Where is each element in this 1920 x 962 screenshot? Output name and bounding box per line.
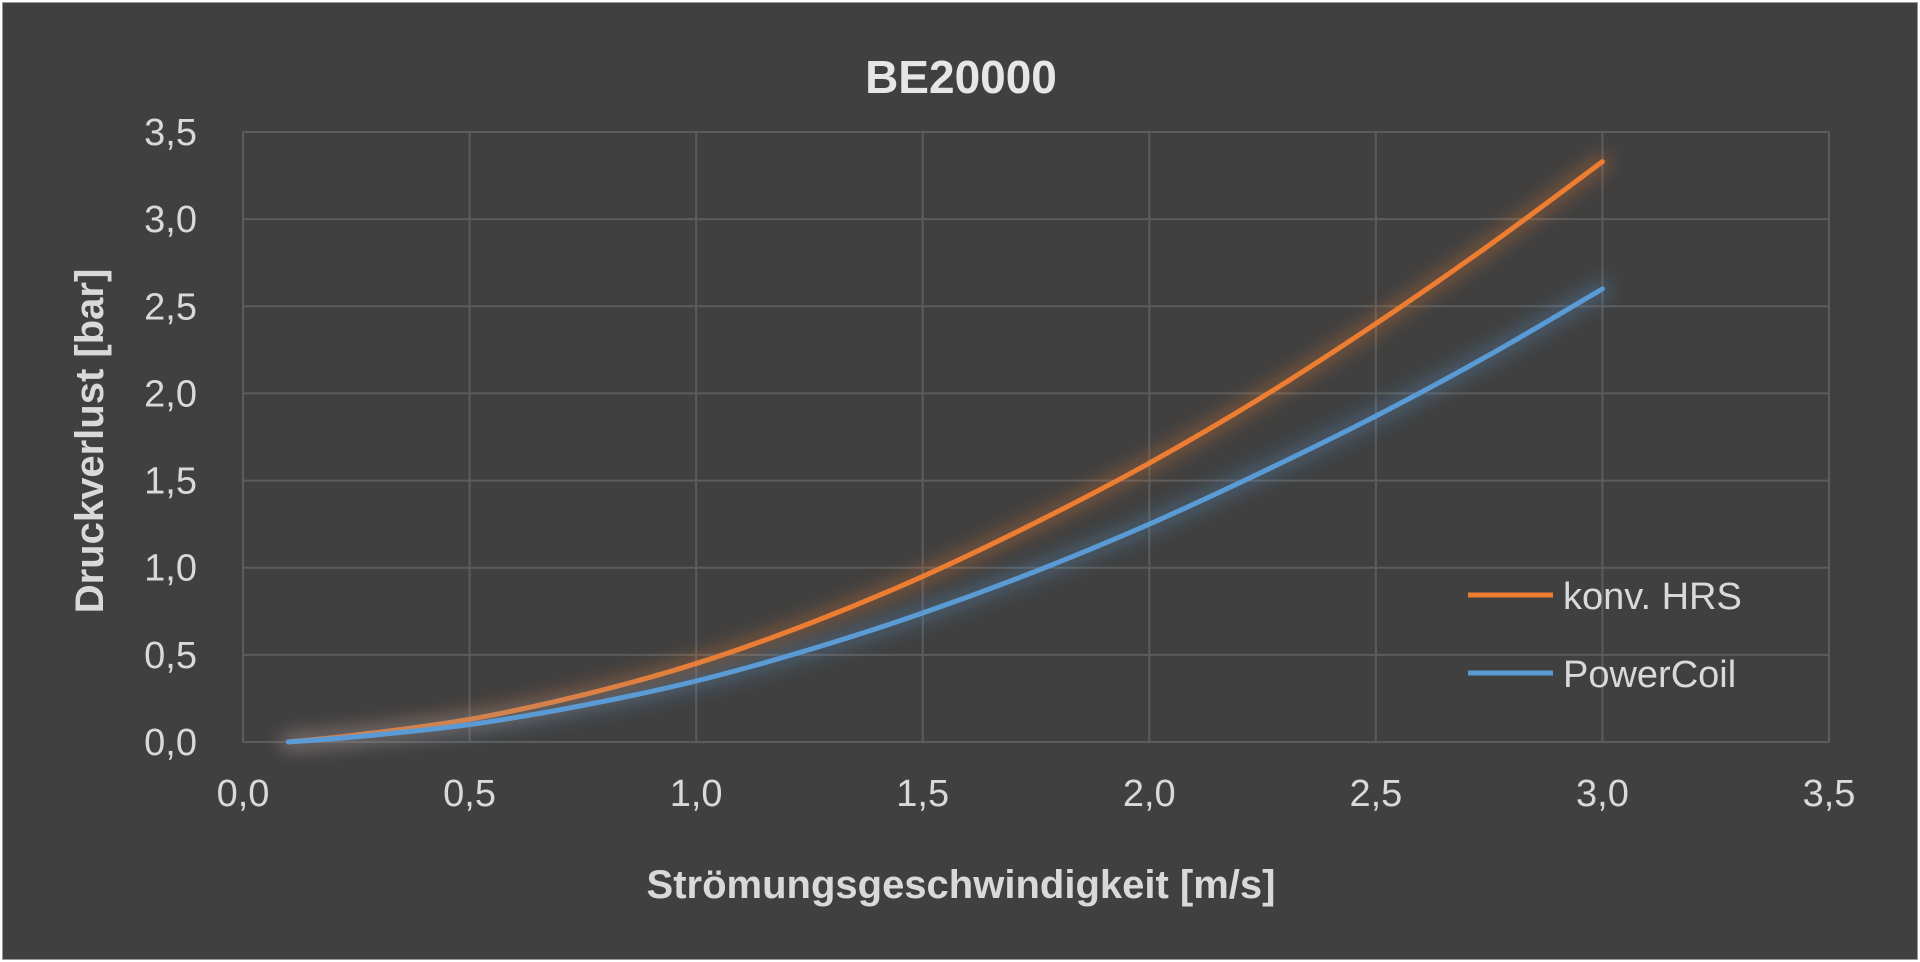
- y-axis-title: Druckverlust [bar]: [68, 269, 112, 614]
- y-tick-label: 0,0: [144, 722, 197, 764]
- y-tick-label: 1,0: [144, 548, 197, 590]
- tick-labels: 0,0 0,5 1,0 1,5 2,0 2,5 3,0 3,5 0,0 0,5 1,0 1,5 2,0 2…: [144, 112, 1855, 815]
- y-tick-label: 3,5: [144, 112, 197, 154]
- y-tick-label: 3,0: [144, 199, 197, 241]
- line-chart: 0,0 0,5 1,0 1,5 2,0 2,5 3,0 3,5 0,0 0,5 1,0 1,5 2,0 2…: [68, 51, 1855, 907]
- x-tick-label: 2,0: [1123, 773, 1176, 815]
- y-tick-label: 2,5: [144, 286, 197, 328]
- legend-label-powercoil: PowerCoil: [1563, 654, 1736, 696]
- x-tick-label: 1,0: [670, 773, 723, 815]
- x-axis-title: Strömungsgeschwindigkeit [m/s]: [647, 863, 1276, 907]
- legend: konv. HRS PowerCoil: [1468, 576, 1742, 696]
- series-line-powercoil: [285, 286, 1605, 745]
- grid: [242, 131, 1830, 743]
- x-tick-label: 3,0: [1576, 773, 1629, 815]
- y-tick-label: 2,0: [144, 373, 197, 415]
- chart-title: BE20000: [865, 51, 1057, 103]
- x-tick-label: 2,5: [1349, 773, 1402, 815]
- series-glow-powercoil: [280, 280, 1611, 750]
- x-tick-label: 0,0: [217, 773, 270, 815]
- y-tick-label: 0,5: [144, 635, 197, 677]
- x-tick-label: 3,5: [1803, 773, 1856, 815]
- x-tick-label: 0,5: [443, 773, 496, 815]
- legend-label-konv-hrs: konv. HRS: [1563, 576, 1742, 618]
- x-tick-label: 1,5: [896, 773, 949, 815]
- y-tick-label: 1,5: [144, 461, 197, 503]
- series-lines: [280, 153, 1611, 750]
